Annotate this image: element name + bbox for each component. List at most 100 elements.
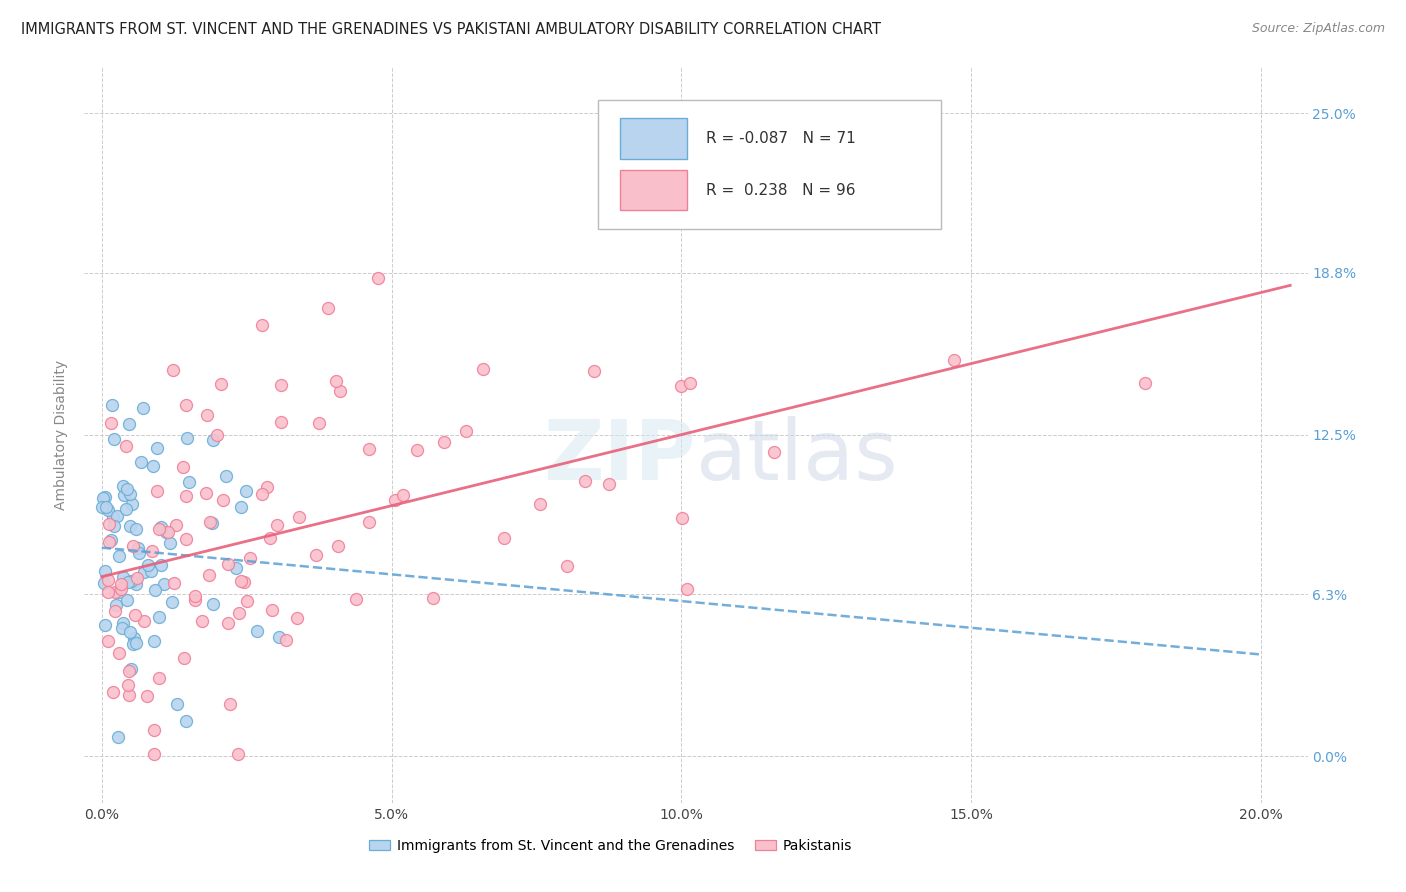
Point	[344, 592, 367, 607]
FancyBboxPatch shape	[620, 119, 688, 159]
Point	[148, 523, 170, 537]
Point	[267, 630, 290, 644]
Point	[138, 558, 160, 572]
Point	[118, 518, 141, 533]
Point	[157, 525, 180, 540]
Point	[328, 539, 350, 553]
FancyBboxPatch shape	[620, 169, 688, 211]
Point	[118, 665, 141, 679]
Point	[288, 509, 311, 524]
Point	[108, 646, 131, 660]
Point	[217, 557, 239, 571]
Point	[176, 431, 198, 445]
Text: R = -0.087   N = 71: R = -0.087 N = 71	[706, 131, 855, 146]
Point	[122, 631, 145, 645]
Point	[91, 491, 114, 506]
Point	[270, 415, 292, 429]
Point	[183, 589, 205, 603]
Point	[122, 637, 145, 651]
Point	[392, 488, 415, 502]
Point	[96, 573, 118, 587]
Point	[124, 607, 146, 622]
Point	[148, 671, 170, 685]
Text: ZIP: ZIP	[544, 417, 696, 498]
Point	[96, 500, 118, 515]
Point	[191, 614, 214, 628]
Point	[316, 301, 339, 316]
Point	[246, 624, 269, 638]
Point	[198, 568, 221, 582]
Point	[454, 424, 477, 438]
Point	[433, 435, 456, 450]
Point	[270, 378, 292, 392]
Point	[94, 490, 117, 504]
Point	[669, 379, 692, 393]
Point	[763, 444, 786, 458]
Point	[122, 574, 145, 589]
Point	[159, 535, 181, 549]
Point	[97, 502, 120, 516]
Point	[256, 480, 278, 494]
Point	[574, 474, 596, 488]
Point	[274, 633, 297, 648]
Point	[96, 634, 118, 648]
Point	[117, 417, 139, 431]
Point	[105, 598, 128, 612]
Point	[163, 576, 186, 591]
Y-axis label: Ambulatory Disability: Ambulatory Disability	[55, 359, 69, 510]
Point	[225, 560, 247, 574]
Text: Source: ZipAtlas.com: Source: ZipAtlas.com	[1251, 22, 1385, 36]
Point	[94, 618, 117, 632]
Point	[117, 689, 139, 703]
Point	[676, 582, 699, 597]
Point	[176, 490, 198, 504]
Point	[101, 398, 124, 412]
Point	[384, 493, 406, 508]
Point	[153, 577, 176, 591]
Point	[325, 374, 347, 388]
Point	[142, 747, 165, 761]
FancyBboxPatch shape	[598, 100, 941, 229]
Point	[149, 519, 172, 533]
Point	[125, 636, 148, 650]
Point	[179, 475, 201, 489]
Legend: Immigrants from St. Vincent and the Grenadines, Pakistanis: Immigrants from St. Vincent and the Gren…	[363, 833, 858, 858]
Point	[367, 271, 389, 285]
Point	[252, 487, 274, 501]
Point	[117, 575, 139, 590]
Point	[529, 497, 551, 511]
Point	[93, 575, 115, 590]
Point	[329, 384, 352, 398]
Point	[134, 565, 156, 579]
Point	[236, 594, 259, 608]
Point	[125, 577, 148, 591]
Point	[142, 723, 165, 737]
Point	[194, 485, 217, 500]
Point	[115, 502, 138, 516]
Point	[583, 364, 606, 378]
Point	[111, 616, 134, 631]
Point	[219, 697, 242, 711]
Point	[285, 611, 308, 625]
Point	[146, 442, 169, 456]
Point	[103, 433, 125, 447]
Point	[108, 549, 131, 564]
Point	[111, 621, 134, 635]
Point	[121, 496, 143, 510]
Point	[205, 428, 228, 442]
Point	[305, 548, 328, 562]
Point	[233, 575, 256, 590]
Point	[136, 689, 159, 703]
Point	[100, 416, 122, 430]
Point	[266, 518, 288, 533]
Point	[165, 517, 187, 532]
Point	[128, 546, 150, 560]
Point	[143, 583, 166, 598]
Point	[112, 570, 135, 584]
Point	[198, 515, 221, 529]
Point	[201, 597, 224, 611]
Point	[472, 362, 495, 376]
Point	[155, 525, 177, 540]
Point	[148, 610, 170, 624]
Point	[308, 417, 330, 431]
